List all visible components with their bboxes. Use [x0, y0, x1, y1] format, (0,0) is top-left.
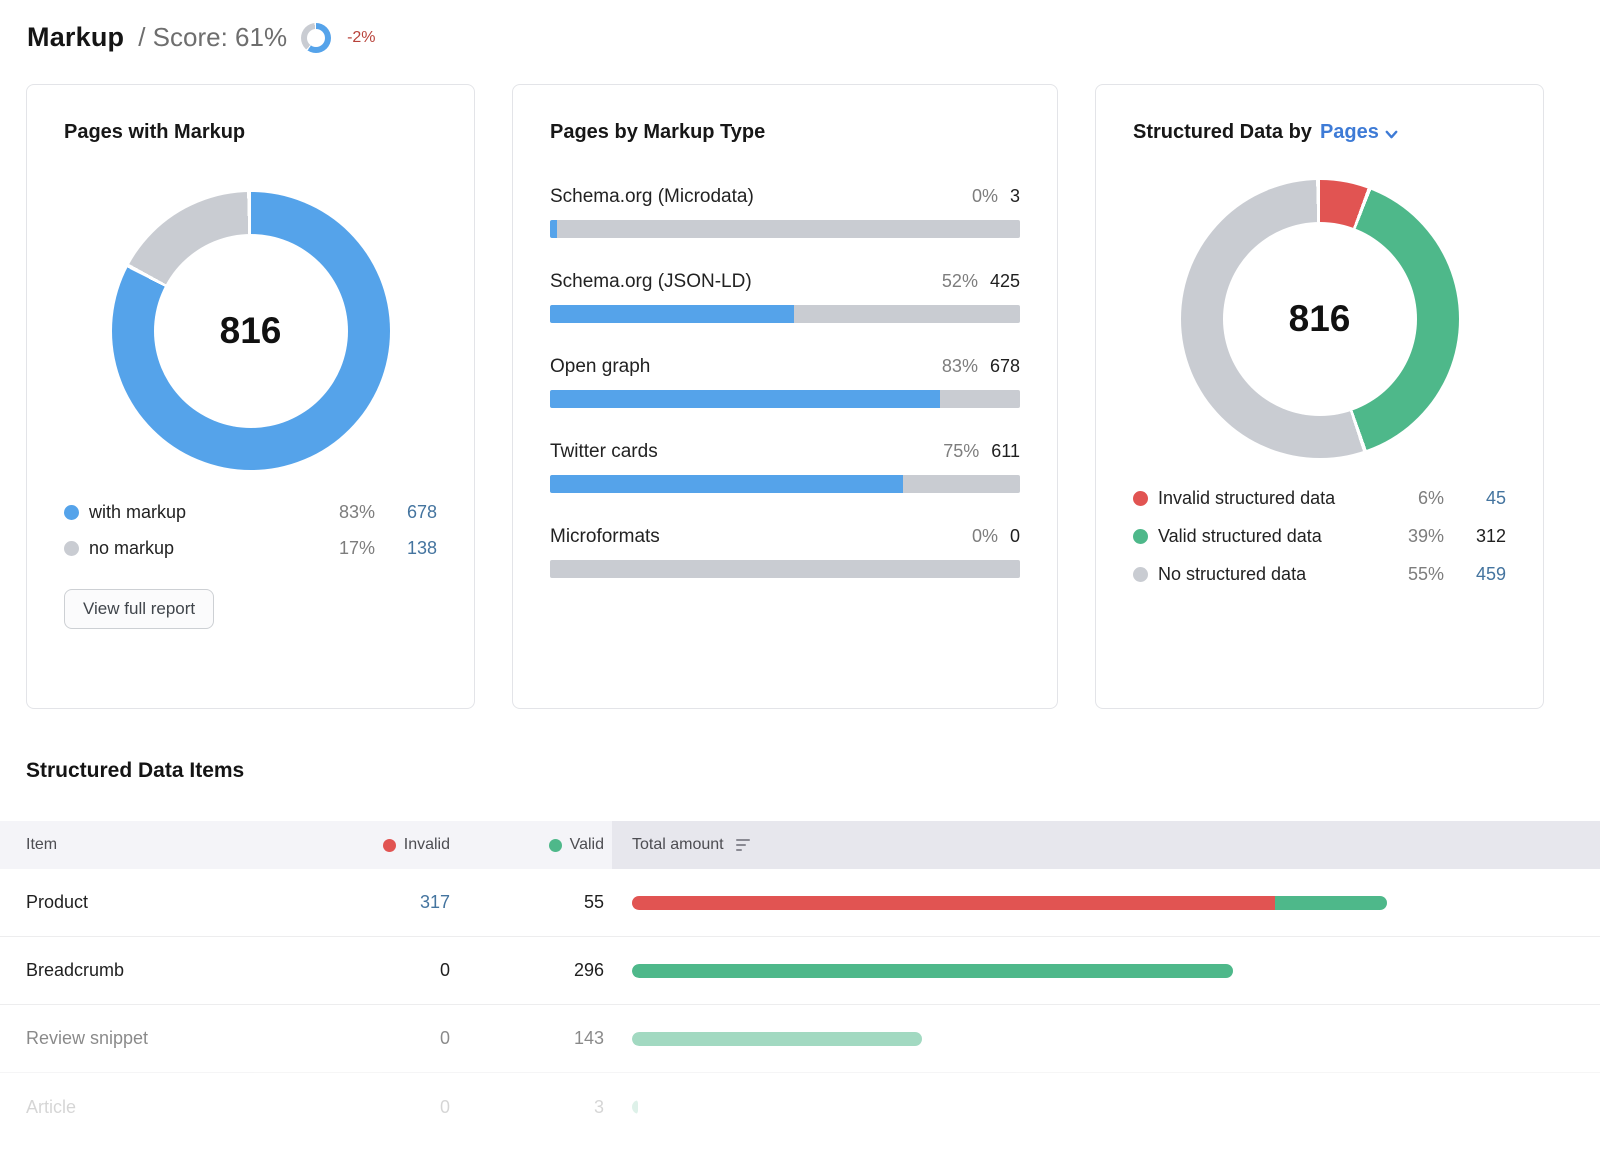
valid-count: 3	[593, 1096, 604, 1117]
item-cell: Product	[26, 892, 89, 912]
valid-bar-segment	[632, 1100, 639, 1114]
item-cell: Breadcrumb	[26, 960, 125, 980]
markup-type-percent: 75%	[943, 441, 980, 461]
score-text: / Score: 61%	[138, 22, 288, 52]
markup-type-bar	[550, 220, 1020, 238]
table-body: Product 317 55 Breadcrumb 0 296 Review snippet…	[0, 869, 1600, 1141]
invalid-count: 0	[439, 1096, 450, 1117]
view-full-report-button[interactable]: View full report	[64, 589, 215, 629]
markup-type-count-link[interactable]: 425	[989, 271, 1020, 291]
invalid-dot-icon	[382, 838, 396, 852]
markup-type-row: Open graph 83% 678	[550, 356, 1020, 408]
column-header-total-amount[interactable]: Total amount	[612, 821, 1600, 869]
total-amount-bar	[632, 895, 1387, 910]
markup-type-list: Schema.org (Microdata) 0% 3 Schema.org (JSO…	[550, 186, 1020, 578]
markup-type-percent: 0%	[971, 186, 998, 206]
legend-dot-icon	[64, 541, 79, 556]
pages-with-markup-card: Pages with Markup 816 with markup 83% 678 n…	[26, 84, 475, 709]
markup-type-percent: 83%	[941, 356, 978, 376]
markup-type-row: Microformats 0% 0	[550, 526, 1020, 578]
legend-dot-icon	[64, 505, 79, 520]
table-row: Breadcrumb 0 296	[0, 937, 1600, 1005]
pages-by-markup-type-card: Pages by Markup Type Schema.org (Microda…	[512, 84, 1058, 709]
markup-type-bar	[550, 390, 1020, 408]
legend-dot-icon	[1133, 529, 1148, 544]
total-amount-bar	[632, 1031, 1387, 1046]
table-row: Review snippet 0 143	[0, 1005, 1600, 1073]
invalid-bar-segment	[632, 895, 1276, 910]
pages-with-markup-legend: with markup 83% 678 no markup 17% 138	[64, 502, 437, 559]
pages-with-markup-donut: 816	[111, 192, 390, 470]
markup-type-label: Microformats	[550, 526, 660, 547]
valid-count: 143	[573, 1028, 604, 1048]
table-header: Item Invalid Valid Total amount	[0, 821, 1600, 869]
table-row: Product 317 55	[0, 869, 1600, 937]
valid-count: 55	[583, 892, 604, 912]
valid-bar-segment	[632, 1031, 923, 1046]
donut-total: 816	[1288, 298, 1351, 339]
legend-item: no markup 17% 138	[64, 538, 437, 559]
column-header-item: Item	[26, 836, 58, 853]
markup-type-row: Schema.org (JSON-LD) 52% 425	[550, 271, 1020, 323]
markup-type-label: Twitter cards	[550, 441, 658, 462]
markup-type-count-link[interactable]: 3	[1009, 186, 1020, 206]
legend-value-link[interactable]: 138	[406, 538, 437, 558]
summary-cards: Pages with Markup 816 with markup 83% 678 n…	[26, 84, 1574, 709]
valid-dot-icon	[548, 838, 562, 852]
markup-type-label: Schema.org (JSON-LD)	[550, 271, 752, 292]
total-amount-bar	[632, 1100, 1387, 1114]
legend-item: Valid structured data 39% 312	[1133, 526, 1506, 547]
markup-type-percent: 0%	[971, 526, 998, 546]
invalid-count: 0	[439, 1028, 450, 1048]
structured-data-items-title: Structured Data Items	[26, 759, 245, 782]
invalid-count-link[interactable]: 317	[419, 892, 450, 912]
legend-value-link[interactable]: 678	[406, 502, 437, 522]
column-header-valid: Valid	[450, 836, 604, 854]
chevron-down-icon	[1385, 130, 1398, 138]
valid-count: 296	[573, 960, 604, 980]
legend-item: Invalid structured data 6% 45	[1133, 488, 1506, 509]
legend-dot-icon	[1133, 491, 1148, 506]
valid-bar-segment	[632, 963, 1233, 978]
score-delta: -2%	[347, 28, 376, 46]
legend-value-link[interactable]: 45	[1485, 488, 1506, 508]
legend-item: No structured data 55% 459	[1133, 564, 1506, 585]
donut-total: 816	[219, 310, 282, 351]
page-header: Markup / Score: 61% -2%	[0, 0, 1600, 53]
markup-type-count-link[interactable]: 678	[989, 356, 1020, 376]
structured-data-by-card: Structured Data by Pages 816 Invalid str…	[1095, 84, 1544, 709]
structured-data-legend: Invalid structured data 6% 45 Valid structu…	[1133, 488, 1506, 585]
card-title-pages-with-markup: Pages with Markup	[64, 121, 246, 143]
total-amount-bar	[632, 963, 1387, 978]
markup-type-bar	[550, 475, 1020, 493]
markup-type-count-link[interactable]: 611	[991, 441, 1020, 461]
card-title-structured-data-by: Structured Data by Pages	[1133, 121, 1506, 144]
markup-type-bar	[550, 560, 1020, 578]
structured-data-donut: 816	[1180, 180, 1459, 458]
valid-bar-segment	[1275, 895, 1387, 910]
item-cell: Article	[26, 1096, 77, 1117]
card-title-pages-by-markup-type: Pages by Markup Type	[550, 121, 766, 143]
legend-item: with markup 83% 678	[64, 502, 437, 523]
markup-type-label: Open graph	[550, 356, 651, 377]
page-title: Markup	[27, 22, 125, 52]
legend-value-link[interactable]: 459	[1475, 564, 1506, 584]
table-row: Article 0 3	[0, 1073, 1600, 1141]
item-cell: Review snippet	[26, 1028, 149, 1048]
score-donut-icon	[301, 22, 332, 53]
column-header-invalid: Invalid	[350, 836, 450, 854]
markup-type-bar	[550, 305, 1020, 323]
invalid-count: 0	[439, 960, 450, 980]
legend-value: 312	[1475, 526, 1506, 546]
markup-type-percent: 52%	[941, 271, 978, 291]
legend-dot-icon	[1133, 567, 1148, 582]
markup-type-row: Twitter cards 75% 611	[550, 441, 1020, 493]
pages-selector[interactable]: Pages	[1320, 121, 1400, 144]
sort-descending-icon	[735, 839, 750, 851]
markup-type-row: Schema.org (Microdata) 0% 3	[550, 186, 1020, 238]
markup-type-label: Schema.org (Microdata)	[550, 186, 754, 207]
markup-type-count: 0	[1009, 526, 1020, 546]
